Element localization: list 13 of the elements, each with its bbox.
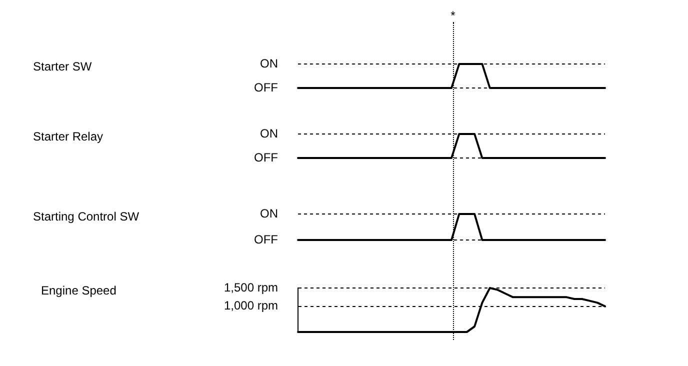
y-axis-title: Starter SW [33,59,92,74]
ref-line-label: OFF [254,232,278,246]
y-axis-title: Engine Speed [41,283,116,298]
y-axis-title: Starter Relay [33,129,104,144]
ref-line-label: ON [260,56,278,70]
text: * [450,8,456,22]
y-tick-label: 1,000 rpm [224,298,278,313]
ref-line-label: ON [260,206,278,220]
ref-line-label: ON [260,126,278,140]
y-axis-title: Starting Control SW [33,209,140,224]
y-tick-label: 1,500 rpm [224,280,278,294]
ref-line-label: OFF [254,80,278,94]
ref-line-label: OFF [254,150,278,164]
